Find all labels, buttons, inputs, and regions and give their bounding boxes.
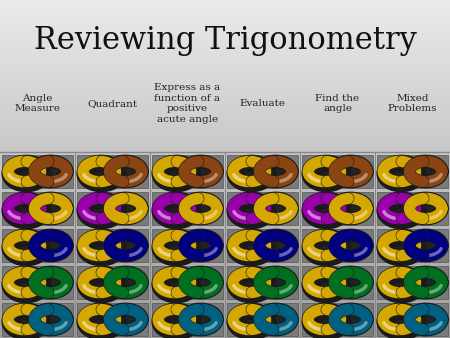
Polygon shape xyxy=(8,309,40,330)
Polygon shape xyxy=(83,161,116,182)
Polygon shape xyxy=(410,235,442,256)
Polygon shape xyxy=(383,235,415,256)
Polygon shape xyxy=(233,198,266,219)
Polygon shape xyxy=(260,309,292,330)
Polygon shape xyxy=(334,309,367,330)
Polygon shape xyxy=(410,272,442,293)
Polygon shape xyxy=(334,198,367,219)
Bar xyxy=(302,266,373,299)
Polygon shape xyxy=(383,198,415,219)
Polygon shape xyxy=(184,272,217,293)
Polygon shape xyxy=(334,235,367,256)
Bar xyxy=(227,155,298,188)
Bar xyxy=(77,229,148,262)
Polygon shape xyxy=(308,161,341,182)
Bar xyxy=(77,303,148,336)
Text: Express as a
function of a
positive
acute angle: Express as a function of a positive acut… xyxy=(154,83,220,124)
Bar xyxy=(77,192,148,225)
Bar xyxy=(227,303,298,336)
Polygon shape xyxy=(83,235,116,256)
Polygon shape xyxy=(109,309,142,330)
Polygon shape xyxy=(410,198,442,219)
Bar xyxy=(2,266,73,299)
Bar xyxy=(377,192,448,225)
Bar xyxy=(302,229,373,262)
Polygon shape xyxy=(410,161,442,182)
Text: Angle
Measure: Angle Measure xyxy=(14,94,60,113)
Polygon shape xyxy=(8,198,40,219)
Polygon shape xyxy=(308,235,341,256)
Polygon shape xyxy=(233,235,266,256)
Polygon shape xyxy=(158,161,190,182)
Polygon shape xyxy=(233,161,266,182)
Bar xyxy=(227,266,298,299)
Polygon shape xyxy=(83,309,116,330)
Text: Evaluate: Evaluate xyxy=(239,99,285,108)
Bar xyxy=(2,192,73,225)
Polygon shape xyxy=(308,309,341,330)
Bar xyxy=(2,229,73,262)
Bar xyxy=(2,155,73,188)
Bar xyxy=(152,266,223,299)
Polygon shape xyxy=(334,161,367,182)
Bar xyxy=(302,192,373,225)
Bar xyxy=(302,155,373,188)
Bar xyxy=(152,229,223,262)
Polygon shape xyxy=(109,272,142,293)
Polygon shape xyxy=(83,272,116,293)
Bar xyxy=(377,155,448,188)
Polygon shape xyxy=(158,235,190,256)
Bar xyxy=(227,229,298,262)
Polygon shape xyxy=(109,235,142,256)
Polygon shape xyxy=(35,198,67,219)
Bar xyxy=(77,266,148,299)
Polygon shape xyxy=(35,161,67,182)
Bar xyxy=(302,303,373,336)
Polygon shape xyxy=(35,309,67,330)
Text: Quadrant: Quadrant xyxy=(87,99,138,108)
Polygon shape xyxy=(158,272,190,293)
Bar xyxy=(377,303,448,336)
Polygon shape xyxy=(260,235,292,256)
Polygon shape xyxy=(233,309,266,330)
Polygon shape xyxy=(8,272,40,293)
Polygon shape xyxy=(184,161,217,182)
Polygon shape xyxy=(35,272,67,293)
Text: Find the
angle: Find the angle xyxy=(315,94,360,113)
Polygon shape xyxy=(260,272,292,293)
Polygon shape xyxy=(308,272,341,293)
Polygon shape xyxy=(184,309,217,330)
Polygon shape xyxy=(184,198,217,219)
Polygon shape xyxy=(308,198,341,219)
Polygon shape xyxy=(8,161,40,182)
Polygon shape xyxy=(410,309,442,330)
Polygon shape xyxy=(158,198,190,219)
Bar xyxy=(152,192,223,225)
Bar xyxy=(2,303,73,336)
Polygon shape xyxy=(383,161,415,182)
Polygon shape xyxy=(158,309,190,330)
Polygon shape xyxy=(383,309,415,330)
Polygon shape xyxy=(184,235,217,256)
Bar xyxy=(77,155,148,188)
Polygon shape xyxy=(83,198,116,219)
Polygon shape xyxy=(334,272,367,293)
Bar xyxy=(227,192,298,225)
Polygon shape xyxy=(383,272,415,293)
Bar xyxy=(377,266,448,299)
Bar xyxy=(152,303,223,336)
Text: Mixed
Problems: Mixed Problems xyxy=(388,94,437,113)
Polygon shape xyxy=(260,198,292,219)
Polygon shape xyxy=(35,235,67,256)
Text: Reviewing Trigonometry: Reviewing Trigonometry xyxy=(34,24,416,55)
Polygon shape xyxy=(233,272,266,293)
Polygon shape xyxy=(8,235,40,256)
Bar xyxy=(152,155,223,188)
Polygon shape xyxy=(109,198,142,219)
Polygon shape xyxy=(260,161,292,182)
Polygon shape xyxy=(109,161,142,182)
Bar xyxy=(377,229,448,262)
